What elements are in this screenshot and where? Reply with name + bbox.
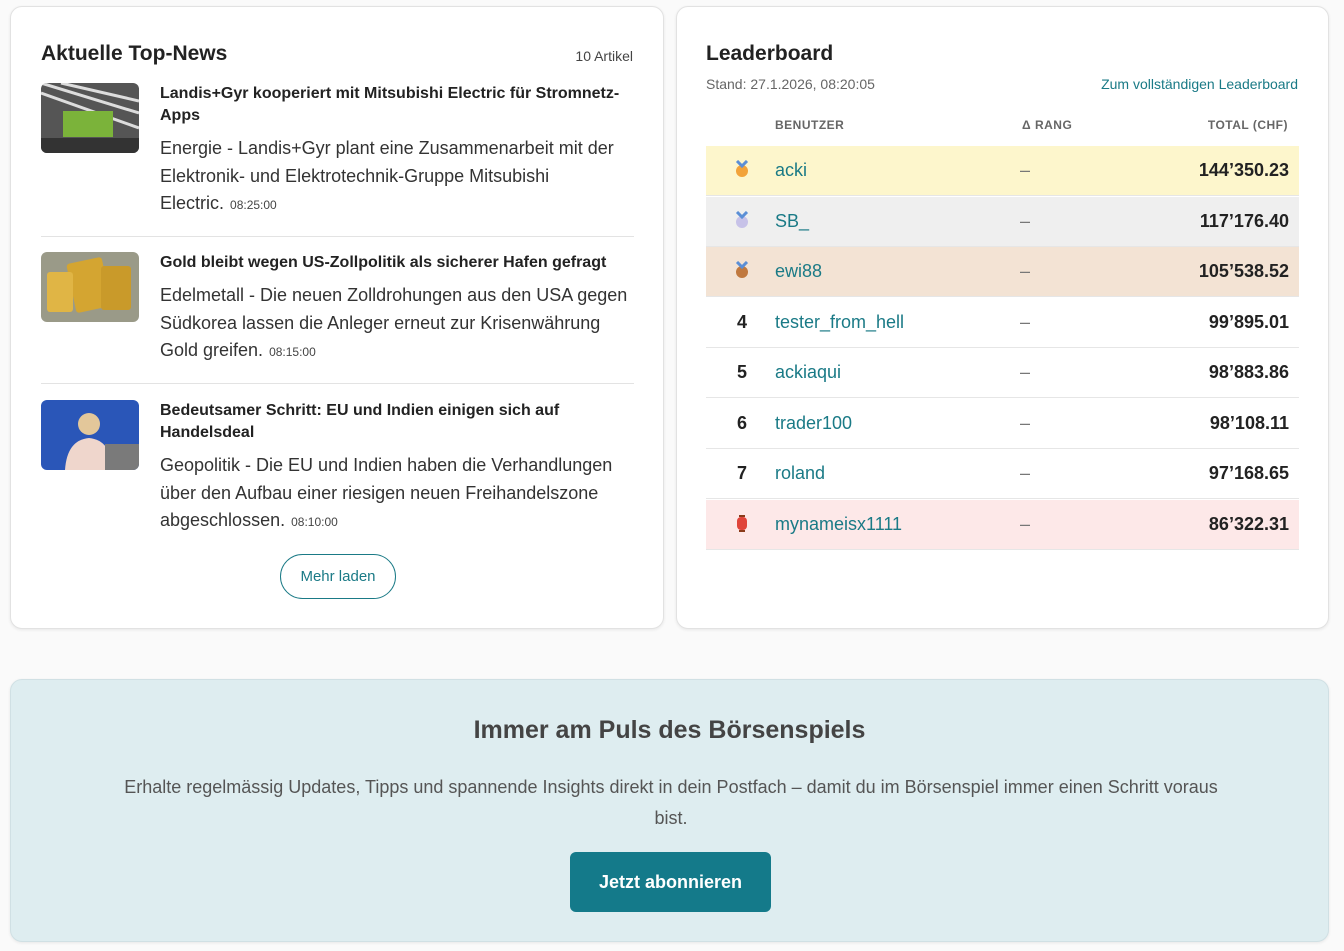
username[interactable]: ackiaqui [775, 362, 842, 382]
news-summary: Energie - Landis+Gyr plant eine Zusammen… [160, 138, 614, 213]
leaderboard-stand: Stand: 27.1.2026, 08:20:05 [706, 76, 875, 92]
rank-icon [737, 514, 747, 532]
total: 117’176.40 [1199, 210, 1289, 231]
username[interactable]: trader100 [775, 412, 853, 433]
newsletter-title: Immer am Puls des Börsenspiels [473, 716, 866, 744]
username[interactable]: ewi88 [775, 261, 823, 281]
rank: 7 [736, 463, 747, 483]
leaderboard-row: acki – 144’350.23 [706, 146, 1299, 196]
total: 99’895.01 [1208, 311, 1289, 332]
total: 144’350.23 [1198, 160, 1289, 180]
leaderboard-row: 4 tester_from_hell – 99’895.01 [706, 297, 1299, 348]
username[interactable]: acki [775, 160, 808, 180]
rank-delta: – [1020, 513, 1031, 534]
rank-delta: – [1020, 463, 1031, 483]
news-count: 10 Artikel [575, 48, 633, 64]
subscribe-button[interactable]: Jetzt abonnieren [570, 852, 771, 912]
total: 86’322.31 [1208, 513, 1289, 534]
news-image [41, 400, 139, 470]
total: 98’108.11 [1209, 412, 1289, 433]
leaderboard-row: mynameisx1111 – 86’322.31 [706, 499, 1299, 550]
rank-delta: – [1020, 362, 1031, 382]
username[interactable]: tester_from_hell [775, 311, 905, 332]
divider [41, 383, 634, 384]
news-card: Aktuelle Top-News 10 Artikel Landis+Gyr … [10, 6, 664, 629]
leaderboard-link[interactable]: Zum vollständigen Leaderboard [1101, 76, 1298, 92]
news-time: 08:10:00 [291, 515, 338, 529]
username[interactable]: roland [775, 463, 826, 483]
newsletter-box: Immer am Puls des Börsenspiels Erhalte r… [10, 679, 1329, 942]
newsletter-text: Erhalte regelmässig Updates, Tipps und s… [124, 777, 1218, 828]
leaderboard-row: 7 roland – 97’168.65 [706, 449, 1299, 499]
rank-delta: – [1020, 210, 1031, 231]
rank-delta: – [1020, 160, 1031, 180]
total: 97’168.65 [1208, 463, 1289, 483]
divider [41, 236, 634, 237]
column-header: TOTAL (CHF) [1207, 118, 1288, 132]
news-time: 08:25:00 [230, 198, 277, 212]
rank-delta: – [1020, 311, 1031, 332]
news-item[interactable]: Landis+Gyr kooperiert mit Mitsubishi Ele… [41, 83, 634, 220]
rank-icon [735, 160, 749, 177]
news-image [41, 252, 139, 322]
rank-icon [735, 261, 749, 278]
news-image [41, 83, 139, 153]
news-headline: Landis+Gyr kooperiert mit Mitsubishi Ele… [160, 85, 620, 124]
rank: 4 [736, 311, 747, 332]
column-header: BENUTZER [775, 118, 845, 132]
news-item[interactable]: Gold bleibt wegen US-Zollpolitik als sic… [41, 252, 634, 367]
news-time: 08:15:00 [269, 345, 316, 359]
news-summary: Edelmetall - Die neuen Zolldrohungen aus… [160, 285, 628, 360]
username[interactable]: SB_ [775, 210, 810, 231]
leaderboard-row: ewi88 – 105’538.52 [706, 247, 1299, 297]
news-title: Aktuelle Top-News [41, 42, 228, 65]
rank: 6 [736, 412, 747, 433]
rank-delta: – [1020, 261, 1031, 281]
column-header: Δ RANG [1022, 118, 1073, 132]
rank-delta: – [1020, 412, 1031, 433]
news-summary: Geopolitik - Die EU und Indien haben die… [160, 455, 613, 530]
rank-icon [735, 210, 749, 228]
news-item[interactable]: Bedeutsamer Schritt: EU und Indien einig… [41, 400, 634, 537]
leaderboard-row: 6 trader100 – 98’108.11 [706, 398, 1299, 449]
total: 98’883.86 [1208, 362, 1289, 382]
leaderboard-title: Leaderboard [706, 42, 834, 65]
rank: 5 [736, 362, 747, 382]
leaderboard-row: 5 ackiaqui – 98’883.86 [706, 348, 1299, 398]
news-headline: Gold bleibt wegen US-Zollpolitik als sic… [160, 254, 607, 271]
news-headline: Bedeutsamer Schritt: EU und Indien einig… [160, 402, 560, 441]
load-more-button[interactable]: Mehr laden [280, 554, 396, 599]
leaderboard-row: SB_ – 117’176.40 [706, 196, 1299, 247]
username[interactable]: mynameisx1111 [775, 513, 903, 534]
total: 105’538.52 [1198, 261, 1289, 281]
leaderboard-card: Leaderboard Stand: 27.1.2026, 08:20:05 Z… [676, 6, 1329, 629]
